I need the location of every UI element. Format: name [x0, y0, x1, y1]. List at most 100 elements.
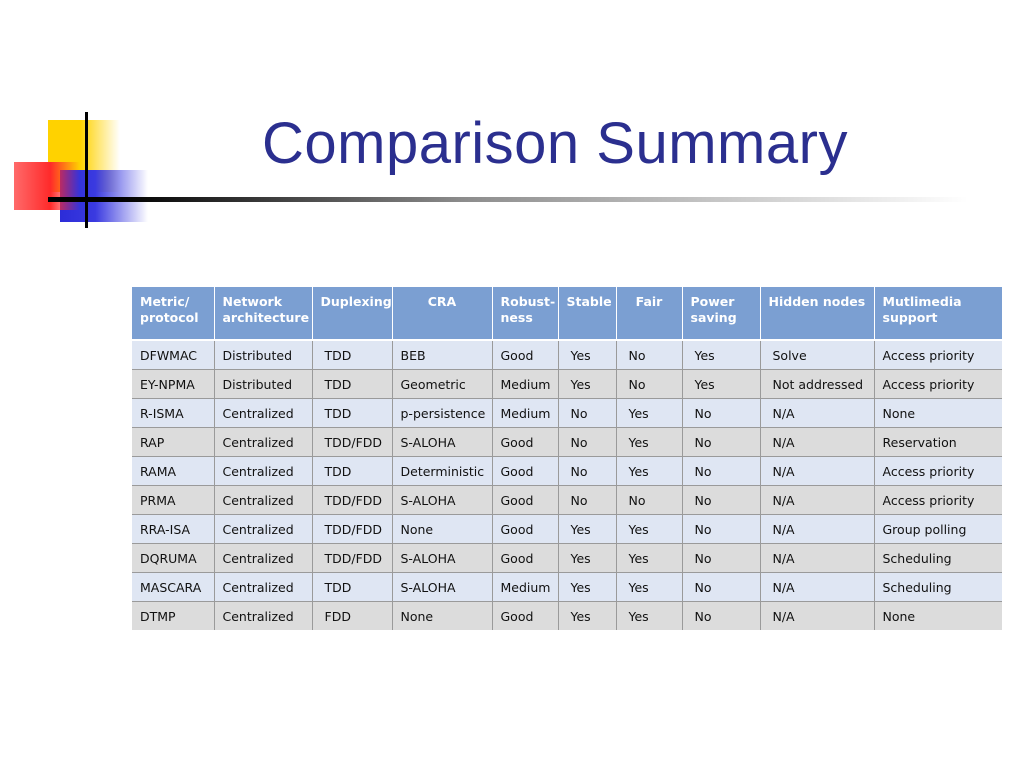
- table-cell: Access priority: [874, 456, 1002, 486]
- table-cell: Yes: [616, 572, 683, 602]
- table-cell: S-ALOHA: [392, 543, 493, 573]
- table-cell: Reservation: [874, 427, 1002, 457]
- table-cell: N/A: [760, 427, 875, 457]
- header-cell: Hidden nodes: [760, 287, 875, 340]
- table-row: DTMP Centralized FDD None Good Yes Yes No N/A Non…: [132, 601, 1002, 630]
- table-cell: p-persistence: [392, 398, 493, 428]
- table-cell: TDD: [312, 456, 393, 486]
- table-cell: Good: [492, 601, 559, 630]
- table-cell: Group polling: [874, 514, 1002, 544]
- table-cell: Distributed: [214, 339, 313, 370]
- table-cell: Medium: [492, 398, 559, 428]
- table-cell: DQRUMA: [132, 543, 215, 573]
- table-cell: Yes: [616, 456, 683, 486]
- table-cell: No: [682, 427, 761, 457]
- comparison-table: Metric/ protocol Network architecture Du…: [132, 287, 1002, 630]
- table-cell: No: [682, 601, 761, 630]
- table-cell: Yes: [558, 572, 617, 602]
- table-cell: N/A: [760, 514, 875, 544]
- table-cell: RRA-ISA: [132, 514, 215, 544]
- table-cell: RAMA: [132, 456, 215, 486]
- table-row: R-ISMA Centralized TDD p-persistence Medium N…: [132, 398, 1002, 428]
- table-cell: Centralized: [214, 485, 313, 515]
- header-cell: Duplexing: [312, 287, 393, 340]
- table-cell: Yes: [616, 601, 683, 630]
- table-cell: Yes: [558, 339, 617, 370]
- table-cell: S-ALOHA: [392, 427, 493, 457]
- table-cell: Centralized: [214, 572, 313, 602]
- table-cell: RAP: [132, 427, 215, 457]
- table-cell: N/A: [760, 456, 875, 486]
- header-cell: CRA: [392, 287, 493, 340]
- table-cell: Centralized: [214, 398, 313, 428]
- table-cell: No: [616, 369, 683, 399]
- table-cell: No: [558, 427, 617, 457]
- table-cell: S-ALOHA: [392, 485, 493, 515]
- table-row: MASCARA Centralized TDD S-ALOHA Medium Yes Yes…: [132, 572, 1002, 602]
- table-row: DFWMAC Distributed TDD BEB Good Yes No Yes Solve…: [132, 339, 1002, 370]
- table-cell: S-ALOHA: [392, 572, 493, 602]
- red-square: [14, 162, 80, 210]
- table-cell: Medium: [492, 369, 559, 399]
- table-cell: N/A: [760, 485, 875, 515]
- table-cell: Centralized: [214, 543, 313, 573]
- table-cell: No: [682, 514, 761, 544]
- header-cell: Network architecture: [214, 287, 313, 340]
- table-cell: Yes: [682, 339, 761, 370]
- comparison-table-container: Metric/ protocol Network architecture Du…: [132, 287, 1002, 630]
- table-cell: TDD/FDD: [312, 427, 393, 457]
- table-cell: Scheduling: [874, 543, 1002, 573]
- table-row: DQRUMA Centralized TDD/FDD S-ALOHA Good Yes Ye…: [132, 543, 1002, 573]
- table-cell: Solve: [760, 339, 875, 370]
- table-row: RAMA Centralized TDD Deterministic Good No Yes…: [132, 456, 1002, 486]
- table-cell: No: [682, 456, 761, 486]
- table-cell: No: [558, 485, 617, 515]
- table-cell: No: [682, 543, 761, 573]
- table-cell: DTMP: [132, 601, 215, 630]
- table-cell: Yes: [682, 369, 761, 399]
- header-cell: Mutlimedia support: [874, 287, 1002, 340]
- slide-title: Comparison Summary: [262, 111, 848, 176]
- table-cell: None: [874, 398, 1002, 428]
- table-cell: No: [682, 398, 761, 428]
- table-cell: Good: [492, 427, 559, 457]
- table-cell: Medium: [492, 572, 559, 602]
- table-cell: TDD: [312, 339, 393, 370]
- table-cell: N/A: [760, 601, 875, 630]
- table-cell: MASCARA: [132, 572, 215, 602]
- table-cell: Deterministic: [392, 456, 493, 486]
- table-cell: No: [616, 339, 683, 370]
- table-cell: Good: [492, 485, 559, 515]
- table-cell: No: [558, 456, 617, 486]
- table-cell: None: [874, 601, 1002, 630]
- table-cell: N/A: [760, 572, 875, 602]
- table-cell: TDD/FDD: [312, 543, 393, 573]
- table-cell: Yes: [558, 601, 617, 630]
- table-cell: Yes: [616, 427, 683, 457]
- table-cell: PRMA: [132, 485, 215, 515]
- header-cell: Stable: [558, 287, 617, 340]
- decorative-squares-logo: [0, 0, 160, 240]
- table-cell: Access priority: [874, 485, 1002, 515]
- table-cell: Centralized: [214, 601, 313, 630]
- table-cell: R-ISMA: [132, 398, 215, 428]
- table-cell: Good: [492, 339, 559, 370]
- table-row: EY-NPMA Distributed TDD Geometric Medium Yes N…: [132, 369, 1002, 399]
- table-cell: No: [682, 485, 761, 515]
- table-cell: TDD: [312, 369, 393, 399]
- table-cell: Yes: [558, 543, 617, 573]
- table-cell: Not addressed: [760, 369, 875, 399]
- table-cell: Access priority: [874, 369, 1002, 399]
- table-cell: BEB: [392, 339, 493, 370]
- table-cell: No: [616, 485, 683, 515]
- title-underline: [48, 197, 968, 202]
- table-cell: No: [558, 398, 617, 428]
- table-cell: Centralized: [214, 427, 313, 457]
- table-cell: Geometric: [392, 369, 493, 399]
- table-cell: No: [682, 572, 761, 602]
- table-cell: Distributed: [214, 369, 313, 399]
- table-cell: FDD: [312, 601, 393, 630]
- table-row: RRA-ISA Centralized TDD/FDD None Good Yes Yes N…: [132, 514, 1002, 544]
- header-cell: Fair: [616, 287, 683, 340]
